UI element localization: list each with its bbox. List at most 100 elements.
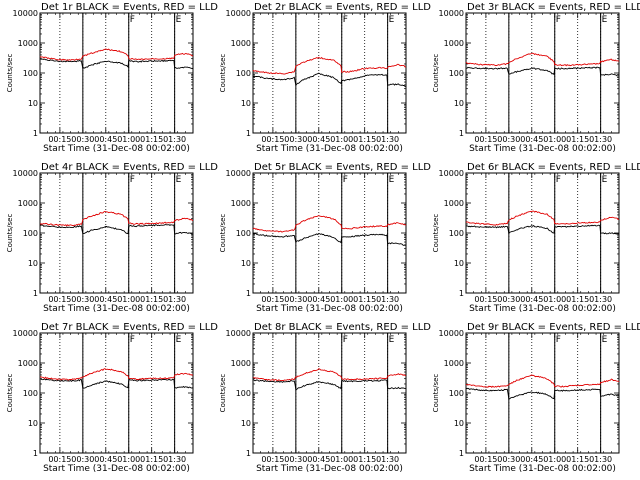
lld-series-line bbox=[252, 215, 407, 233]
y-tick-label: 1 bbox=[33, 129, 38, 138]
x-tick-label: 01:00 bbox=[117, 295, 140, 304]
panel-title: Det 4r BLACK = Events, RED = LLD bbox=[41, 162, 218, 173]
y-tick-label: 100 bbox=[449, 69, 464, 78]
x-tick-label: 01:00 bbox=[330, 295, 353, 304]
y-tick-label: 100 bbox=[236, 389, 251, 398]
x-tick-label: 01:15 bbox=[566, 295, 589, 304]
plot-frame bbox=[252, 172, 407, 294]
plot-frame bbox=[39, 12, 194, 134]
plot-frame bbox=[39, 332, 194, 454]
x-tick-label: 00:45 bbox=[520, 455, 543, 464]
panel-title: Det 7r BLACK = Events, RED = LLD bbox=[41, 322, 218, 333]
events-series-line bbox=[252, 72, 407, 87]
x-axis-title: Start Time (31-Dec-08 00:02:00) bbox=[43, 304, 190, 314]
panel-title: Det 6r BLACK = Events, RED = LLD bbox=[467, 162, 640, 173]
y-tick-label: 1000 bbox=[18, 199, 38, 208]
y-tick-label: 1 bbox=[246, 449, 251, 458]
x-tick-label: 00:30 bbox=[71, 455, 94, 464]
x-tick-label: 00:15 bbox=[48, 455, 71, 464]
events-series-line bbox=[39, 57, 194, 70]
y-tick-label: 10000 bbox=[13, 9, 38, 18]
y-tick-label: 10 bbox=[28, 419, 38, 428]
x-tick-label: 00:45 bbox=[307, 295, 330, 304]
panel-title: Det 8r BLACK = Events, RED = LLD bbox=[254, 322, 431, 333]
lld-series-line bbox=[39, 211, 194, 227]
panel-det-8: 1 10 100 1000 10000 00:15 00:30 00:45 01:00 01:15… bbox=[219, 322, 431, 474]
y-tick-label: 100 bbox=[23, 389, 38, 398]
y-tick-label: 10 bbox=[241, 99, 251, 108]
x-tick-label: 00:45 bbox=[94, 135, 117, 144]
segment-marker-label: E bbox=[389, 15, 395, 25]
x-tick-label: 01:00 bbox=[117, 455, 140, 464]
events-series-line bbox=[465, 387, 620, 400]
x-tick-label: 00:15 bbox=[261, 295, 284, 304]
y-tick-label: 1 bbox=[459, 289, 464, 298]
x-tick-label: 01:15 bbox=[353, 455, 376, 464]
lld-series-line bbox=[465, 374, 620, 388]
y-tick-label: 10 bbox=[241, 419, 251, 428]
x-tick-label: 01:30 bbox=[376, 135, 399, 144]
y-tick-label: 1000 bbox=[18, 359, 38, 368]
y-tick-label: 100 bbox=[23, 69, 38, 78]
segment-marker-label: E bbox=[176, 15, 182, 25]
segment-marker-label: F bbox=[343, 335, 348, 345]
segment-marker-label: F bbox=[130, 335, 135, 345]
y-axis-title: Counts/sec bbox=[219, 214, 227, 253]
y-tick-label: 1 bbox=[459, 449, 464, 458]
segment-marker-label: F bbox=[556, 335, 561, 345]
y-tick-label: 1 bbox=[246, 289, 251, 298]
y-tick-label: 10 bbox=[28, 99, 38, 108]
segment-marker-label: E bbox=[602, 175, 608, 185]
lld-series-line bbox=[39, 48, 194, 61]
y-tick-label: 10000 bbox=[226, 9, 251, 18]
x-tick-label: 01:15 bbox=[353, 135, 376, 144]
x-axis-title: Start Time (31-Dec-08 00:02:00) bbox=[43, 464, 190, 474]
x-axis-title: Start Time (31-Dec-08 00:02:00) bbox=[256, 464, 403, 474]
x-tick-label: 00:45 bbox=[307, 135, 330, 144]
panel-det-4: 1 10 100 1000 10000 00:15 00:30 00:45 01:00 01:15… bbox=[6, 162, 218, 314]
y-axis-title: Counts/sec bbox=[6, 214, 14, 253]
y-tick-label: 10 bbox=[241, 259, 251, 268]
panel-title: Det 1r BLACK = Events, RED = LLD bbox=[41, 2, 218, 13]
x-tick-label: 01:15 bbox=[566, 455, 589, 464]
y-tick-label: 1000 bbox=[18, 39, 38, 48]
x-tick-label: 01:30 bbox=[589, 295, 612, 304]
x-tick-label: 00:45 bbox=[307, 455, 330, 464]
y-axis-title: Counts/sec bbox=[432, 54, 440, 93]
events-series-line bbox=[465, 66, 620, 77]
y-tick-label: 100 bbox=[236, 229, 251, 238]
plot-frame bbox=[465, 12, 620, 134]
y-axis-title: Counts/sec bbox=[432, 214, 440, 253]
x-tick-label: 01:00 bbox=[543, 455, 566, 464]
panel-det-5: 1 10 100 1000 10000 00:15 00:30 00:45 01:00 01:15… bbox=[219, 162, 431, 314]
events-series-line bbox=[465, 224, 620, 235]
segment-marker-label: E bbox=[389, 335, 395, 345]
panel-title: Det 2r BLACK = Events, RED = LLD bbox=[254, 2, 431, 13]
x-tick-label: 00:30 bbox=[497, 295, 520, 304]
segment-marker-label: E bbox=[602, 335, 608, 345]
y-tick-label: 10 bbox=[454, 259, 464, 268]
y-axis-title: Counts/sec bbox=[219, 374, 227, 413]
x-tick-label: 00:30 bbox=[284, 295, 307, 304]
events-series-line bbox=[39, 378, 194, 389]
x-tick-label: 00:30 bbox=[497, 455, 520, 464]
lld-series-line bbox=[465, 210, 620, 226]
y-tick-label: 100 bbox=[23, 229, 38, 238]
x-tick-label: 01:30 bbox=[163, 295, 186, 304]
y-tick-label: 1 bbox=[33, 449, 38, 458]
segment-marker-label: E bbox=[176, 175, 182, 185]
x-axis-title: Start Time (31-Dec-08 00:02:00) bbox=[469, 304, 616, 314]
panel-title: Det 3r BLACK = Events, RED = LLD bbox=[467, 2, 640, 13]
y-tick-label: 10000 bbox=[226, 329, 251, 338]
plot-frame bbox=[252, 332, 407, 454]
x-tick-label: 01:00 bbox=[117, 135, 140, 144]
x-tick-label: 00:45 bbox=[520, 135, 543, 144]
y-tick-label: 1 bbox=[459, 129, 464, 138]
y-tick-label: 1000 bbox=[444, 199, 464, 208]
events-series-line bbox=[39, 224, 194, 235]
y-tick-label: 10000 bbox=[439, 169, 464, 178]
panel-det-3: 1 10 100 1000 10000 00:15 00:30 00:45 01:00 01:15… bbox=[432, 2, 640, 154]
y-tick-label: 10 bbox=[454, 99, 464, 108]
events-series-line bbox=[252, 232, 407, 246]
